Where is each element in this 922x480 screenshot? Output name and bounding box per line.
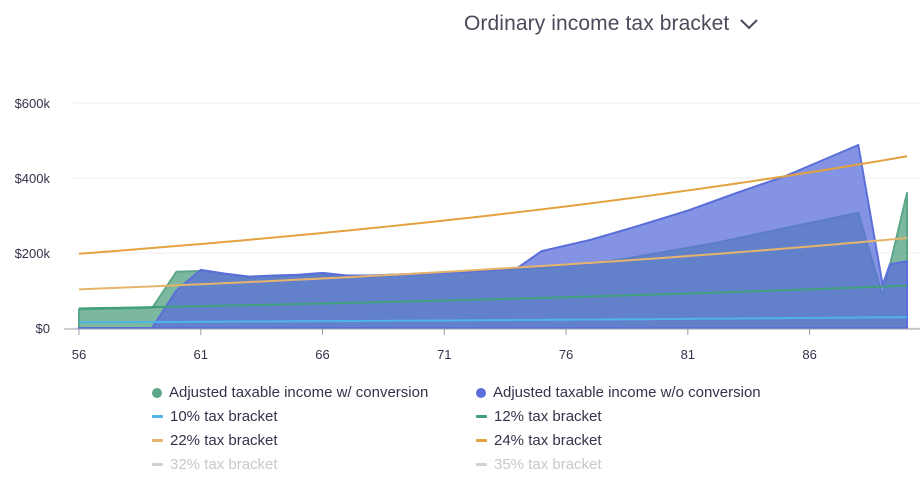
legend-label: 12% tax bracket <box>494 408 602 425</box>
x-tick-label: 86 <box>802 347 816 362</box>
tax-bracket-chart: $0 $200k $400k $600k 56 61 66 71 76 81 86 <box>15 96 920 362</box>
legend-label: 32% tax bracket <box>170 456 278 473</box>
chart-selector-title: Ordinary income tax bracket <box>464 12 730 35</box>
x-tick-label: 61 <box>194 347 208 362</box>
legend-item-32-bracket[interactable]: 32% tax bracket <box>152 456 278 473</box>
y-tick-label: $600k <box>15 96 51 111</box>
y-tick-label: $200k <box>15 246 51 261</box>
x-tick-label: 66 <box>315 347 329 362</box>
y-tick-label: $400k <box>15 171 51 186</box>
axis-layer: $0 $200k $400k $600k 56 61 66 71 76 81 86 <box>15 96 920 362</box>
legend-label: Adjusted taxable income w/o conversion <box>493 384 761 401</box>
y-tick-label: $0 <box>36 321 50 336</box>
bracket-line-2 <box>78 237 908 291</box>
legend-line-icon <box>152 415 163 418</box>
legend-item-10-bracket[interactable]: 10% tax bracket <box>152 408 278 425</box>
legend-line-icon <box>476 415 487 418</box>
legend-label: 35% tax bracket <box>494 456 602 473</box>
legend-item-22-bracket[interactable]: 22% tax bracket <box>152 432 278 449</box>
legend-line-icon <box>152 439 163 442</box>
legend-item-12-bracket[interactable]: 12% tax bracket <box>476 408 602 425</box>
legend-line-icon <box>476 463 487 466</box>
bracket-line-1 <box>78 284 908 310</box>
legend-item-with-conversion[interactable]: Adjusted taxable income w/ conversion <box>152 384 428 401</box>
chevron-down-icon <box>740 19 759 30</box>
x-tick-label: 76 <box>559 347 573 362</box>
legend-item-without-conversion[interactable]: Adjusted taxable income w/o conversion <box>476 384 761 401</box>
x-tick-label: 81 <box>681 347 695 362</box>
bracket-line-0 <box>78 316 908 324</box>
area-series-1 <box>78 144 908 329</box>
legend-label: 24% tax bracket <box>494 432 602 449</box>
x-tick-label: 56 <box>72 347 86 362</box>
legend-line-icon <box>476 439 487 442</box>
legend-line-icon <box>152 463 163 466</box>
legend-label: 22% tax bracket <box>170 432 278 449</box>
legend-item-24-bracket[interactable]: 24% tax bracket <box>476 432 602 449</box>
legend-label: 10% tax bracket <box>170 408 278 425</box>
chart-selector[interactable]: Ordinary income tax bracket <box>464 12 759 36</box>
x-tick-label: 71 <box>437 347 451 362</box>
legend-dot-icon <box>152 387 162 398</box>
bracket-line-3 <box>78 155 908 255</box>
legend-label: Adjusted taxable income w/ conversion <box>169 384 429 401</box>
legend-dot-icon <box>476 387 486 398</box>
legend-item-35-bracket[interactable]: 35% tax bracket <box>476 456 602 473</box>
area-layer <box>78 144 908 329</box>
bracket-line-layer <box>78 155 908 324</box>
